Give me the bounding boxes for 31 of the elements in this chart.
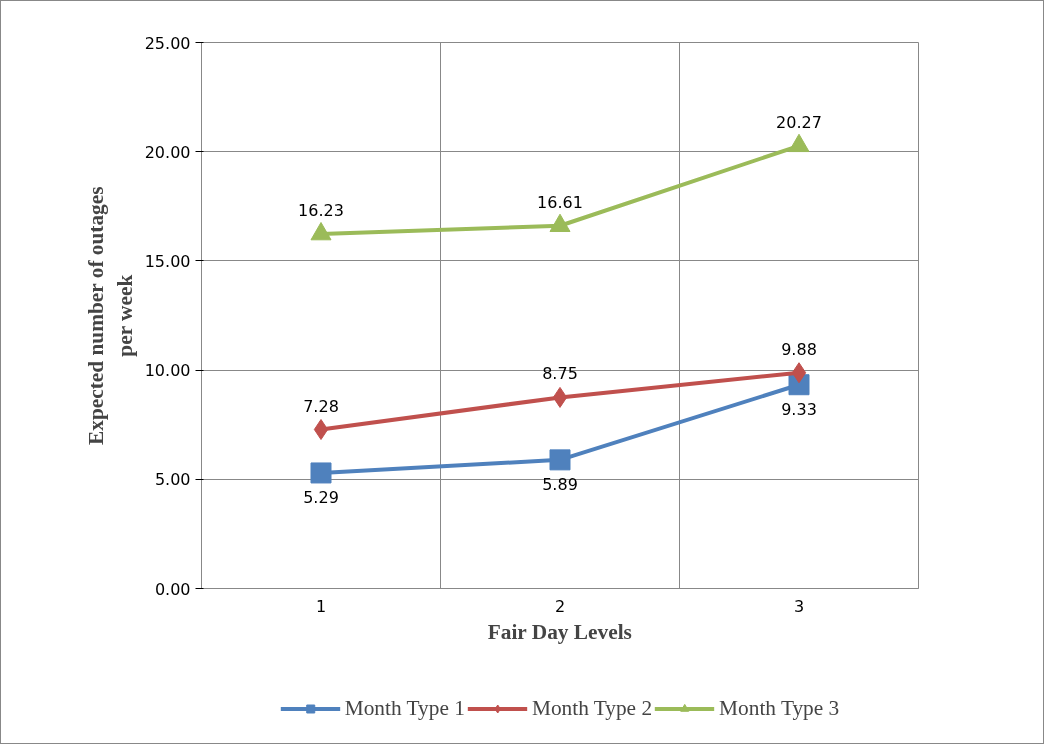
y-tick-label: 10.00 xyxy=(144,361,191,381)
point xyxy=(310,221,332,241)
data-label: 9.88 xyxy=(781,339,817,359)
y-tick-label: 5.00 xyxy=(154,470,191,490)
data-label: 20.27 xyxy=(776,112,822,132)
y-tick-label: 20.00 xyxy=(144,142,191,162)
data-label: 16.23 xyxy=(298,201,344,221)
legend-label: Month Type 3 xyxy=(719,695,840,721)
y-tick-label: 25.00 xyxy=(144,33,191,53)
y-tick-label: 15.00 xyxy=(144,251,191,271)
legend-label: Month Type 1 xyxy=(344,695,465,721)
point xyxy=(552,386,568,408)
data-label: 5.29 xyxy=(303,487,339,507)
y-axis-title: Expected number of outages per week xyxy=(83,186,137,445)
data-label: 5.89 xyxy=(542,474,578,494)
x-axis-title: Fair Day Levels xyxy=(487,619,632,644)
y-tick-label: 0.00 xyxy=(154,579,191,599)
point xyxy=(549,213,571,233)
point xyxy=(313,419,329,440)
legend-label: Month Type 2 xyxy=(531,695,653,721)
x-tick-label: 1 xyxy=(315,596,327,616)
x-tick-label: 3 xyxy=(793,596,805,616)
x-tick-label: 2 xyxy=(554,596,566,616)
data-label: 7.28 xyxy=(303,396,339,416)
point xyxy=(549,449,571,471)
point xyxy=(310,462,332,484)
data-label: 16.61 xyxy=(537,192,583,212)
point xyxy=(788,133,810,153)
data-label: 8.75 xyxy=(542,364,578,384)
point xyxy=(791,362,807,384)
data-label: 9.33 xyxy=(781,399,817,419)
